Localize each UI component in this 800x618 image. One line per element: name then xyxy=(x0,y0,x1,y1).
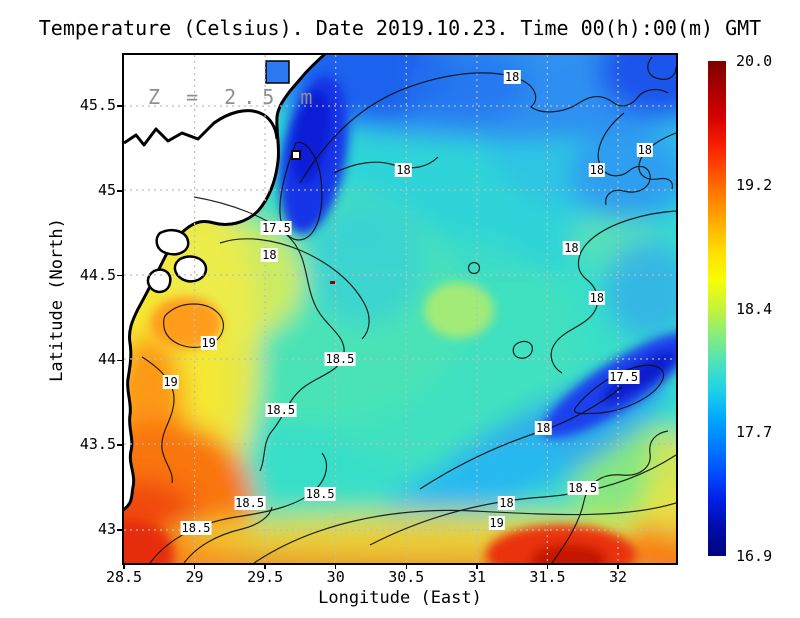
coastal-lake-1 xyxy=(155,229,190,256)
coastal-islet xyxy=(291,150,301,160)
x-tick-mark xyxy=(546,563,549,569)
contour-label: 18.5 xyxy=(180,521,212,536)
y-tick-mark xyxy=(117,444,124,446)
map-plot-area: Z = 2.5 m 18 18 18 18 17.5 18 18 18 17.5 19 19 18.5… xyxy=(122,53,678,565)
contour-label: 18 xyxy=(395,163,412,178)
y-tick-label: 43 xyxy=(97,520,116,538)
contour-label: 18 xyxy=(588,290,606,305)
y-tick-mark xyxy=(117,105,124,107)
contour-label: 19 xyxy=(200,336,217,351)
x-tick-label: 30 xyxy=(326,568,345,586)
x-tick-label: 31.5 xyxy=(529,568,566,586)
contour-label: 18.5 xyxy=(567,480,599,495)
contour-label: 18 xyxy=(588,163,606,178)
x-tick-label: 29.5 xyxy=(247,568,284,586)
colorbar-tick-label: 17.7 xyxy=(736,423,773,442)
x-axis-label: Longitude (East) xyxy=(318,588,482,608)
plot-title: Temperature (Celsius). Date 2019.10.23. … xyxy=(38,16,762,40)
x-tick-mark xyxy=(264,563,266,569)
colorbar-tick-label: 16.9 xyxy=(736,547,773,565)
contour-label: 17.5 xyxy=(608,370,640,385)
x-tick-mark xyxy=(193,563,196,569)
coastline-lagoon xyxy=(124,109,279,147)
colorbar-tick-label: 19.2 xyxy=(736,175,773,194)
contour-label: 18 xyxy=(261,248,278,263)
y-tick-label: 43.5 xyxy=(79,435,116,454)
x-tick-label: 29 xyxy=(185,568,204,586)
y-tick-mark xyxy=(117,359,124,362)
x-tick-label: 28.5 xyxy=(105,568,143,586)
x-tick-label: 32 xyxy=(608,568,628,586)
contour-label: 18.5 xyxy=(324,351,356,366)
contour-label: 19 xyxy=(488,516,505,531)
y-tick-label: 44.5 xyxy=(79,265,116,284)
contour-label: 18 xyxy=(498,495,515,510)
colorbar-tick-label: 20.0 xyxy=(736,52,773,70)
colorbar-tick-label: 18.4 xyxy=(736,299,773,318)
contour-label: 18 xyxy=(534,421,552,436)
temperature-colorbar xyxy=(708,61,726,556)
coastal-lake-2 xyxy=(173,255,208,283)
depth-annotation: Z = 2.5 m xyxy=(148,85,320,109)
contour-label: 18 xyxy=(503,70,521,85)
x-tick-label: 31 xyxy=(467,568,486,586)
coastal-lake-3 xyxy=(146,268,172,294)
y-tick-label: 44 xyxy=(97,350,116,369)
estuary-inlet xyxy=(265,60,290,84)
isotherm-contours xyxy=(141,56,676,563)
x-tick-mark xyxy=(405,563,408,569)
y-tick-mark xyxy=(117,274,124,277)
contour-label: 18 xyxy=(636,143,654,158)
landmass xyxy=(124,55,326,512)
temperature-field-map xyxy=(124,55,676,563)
x-tick-mark xyxy=(476,563,478,569)
graticule xyxy=(124,55,676,563)
y-tick-label: 45 xyxy=(97,180,116,199)
contour-label: 18.5 xyxy=(234,495,266,510)
contour-label: 18.5 xyxy=(304,487,336,502)
coastline-main xyxy=(124,55,326,512)
y-tick-mark xyxy=(117,529,124,531)
x-tick-label: 30.5 xyxy=(388,568,425,586)
contour-label: 17.5 xyxy=(260,221,292,236)
contour-label: 18.5 xyxy=(265,402,297,417)
x-tick-mark xyxy=(123,563,125,569)
y-tick-label: 45.5 xyxy=(79,96,116,114)
x-tick-mark xyxy=(617,563,619,569)
contour-label: 18 xyxy=(563,241,580,256)
y-tick-mark xyxy=(117,190,124,192)
contour-label: 19 xyxy=(162,375,179,390)
current-vector-mark xyxy=(330,281,335,284)
x-tick-mark xyxy=(334,563,337,569)
